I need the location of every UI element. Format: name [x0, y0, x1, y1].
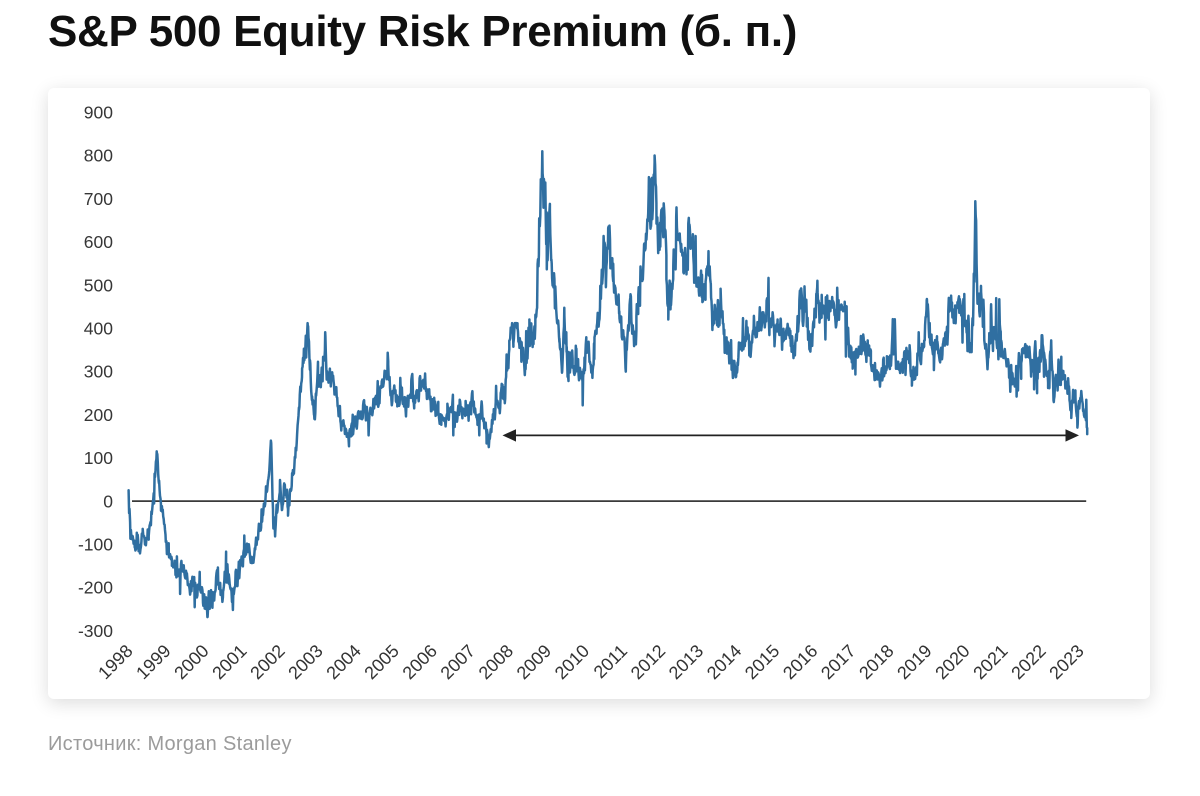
svg-text:2000: 2000	[170, 641, 212, 683]
svg-text:2005: 2005	[360, 641, 402, 683]
svg-text:2002: 2002	[246, 641, 288, 683]
svg-text:2017: 2017	[817, 641, 859, 683]
svg-text:1998: 1998	[94, 641, 136, 683]
svg-text:100: 100	[84, 448, 113, 468]
svg-text:1999: 1999	[132, 641, 174, 683]
svg-text:300: 300	[84, 362, 113, 382]
svg-text:2013: 2013	[665, 641, 707, 683]
svg-text:2015: 2015	[741, 641, 783, 683]
svg-text:0: 0	[103, 491, 113, 511]
svg-text:2014: 2014	[703, 641, 745, 683]
svg-text:800: 800	[84, 146, 113, 166]
svg-text:2007: 2007	[437, 641, 479, 683]
svg-text:2011: 2011	[590, 641, 632, 683]
svg-text:2019: 2019	[893, 641, 935, 683]
svg-text:2021: 2021	[969, 641, 1011, 683]
svg-text:-200: -200	[78, 578, 113, 598]
svg-text:2009: 2009	[513, 641, 555, 683]
svg-text:2020: 2020	[931, 641, 973, 683]
svg-text:-300: -300	[78, 621, 113, 641]
svg-text:500: 500	[84, 275, 113, 295]
svg-text:2012: 2012	[627, 641, 669, 683]
svg-text:-100: -100	[78, 535, 113, 555]
svg-text:900: 900	[84, 103, 113, 123]
svg-text:2018: 2018	[855, 641, 897, 683]
svg-text:600: 600	[84, 232, 113, 252]
svg-text:700: 700	[84, 189, 113, 209]
svg-text:2016: 2016	[779, 641, 821, 683]
svg-text:2006: 2006	[399, 641, 441, 683]
svg-text:2001: 2001	[208, 641, 250, 683]
svg-text:2008: 2008	[475, 641, 517, 683]
svg-text:2004: 2004	[322, 641, 364, 683]
svg-text:2010: 2010	[551, 641, 593, 683]
svg-text:2023: 2023	[1045, 641, 1087, 683]
svg-text:2022: 2022	[1007, 641, 1049, 683]
svg-text:200: 200	[84, 405, 113, 425]
svg-text:2003: 2003	[284, 641, 326, 683]
svg-text:400: 400	[84, 319, 113, 339]
